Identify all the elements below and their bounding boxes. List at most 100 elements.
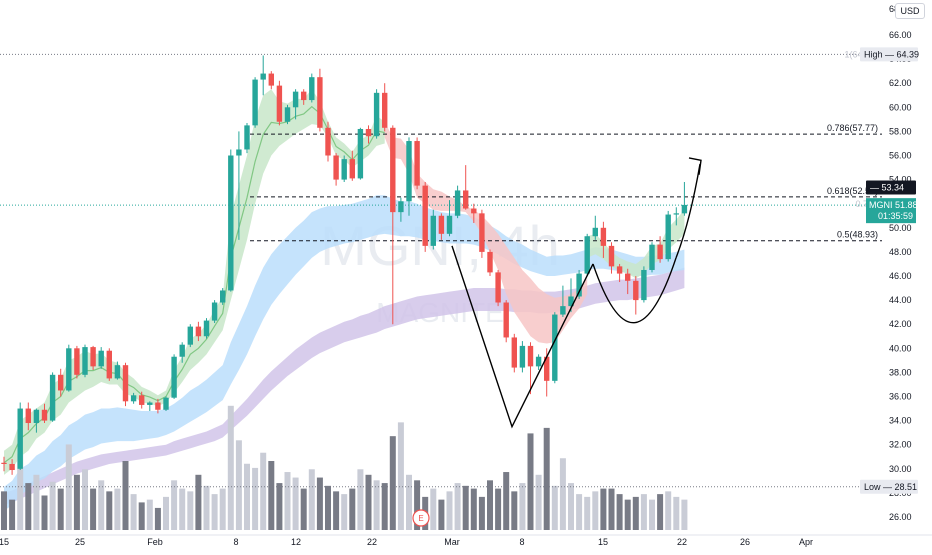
candle-body <box>633 280 639 301</box>
volume-bar <box>325 485 331 530</box>
time-tick-label: 22 <box>367 537 377 547</box>
volume-bar <box>535 474 542 530</box>
volume-bar <box>640 494 647 530</box>
price-axis[interactable]: 26.0028.0030.0032.0034.0036.0038.0040.00… <box>884 0 932 535</box>
volume-bar <box>203 485 210 530</box>
volume-bar <box>600 488 607 530</box>
volume-bar <box>57 488 64 530</box>
time-axis[interactable]: 15 25 Feb 8 12 22 Mar 8 15 22 26 Apr <box>0 534 932 550</box>
volume-bar <box>527 433 534 530</box>
last-price-tag-bg <box>866 198 916 224</box>
volume-bar <box>260 452 267 530</box>
candle-body <box>600 227 607 246</box>
candle-body <box>365 128 372 137</box>
v-pattern-line[interactable] <box>451 245 594 429</box>
volume-bar <box>487 480 493 530</box>
candle-body <box>511 337 517 368</box>
volume-bar <box>235 440 242 530</box>
candle-body <box>349 159 355 179</box>
volume-bar <box>171 480 178 530</box>
candle-body <box>657 244 663 260</box>
volume-bar <box>446 491 453 530</box>
candle-body <box>519 345 526 368</box>
candle-body <box>187 326 193 345</box>
candle-body <box>49 374 56 421</box>
candle-body <box>17 408 23 469</box>
price-tick-label: 66.00 <box>889 30 912 40</box>
volume-bar <box>300 488 307 530</box>
price-tick-label: 36.00 <box>889 392 912 402</box>
candle-body <box>390 127 396 213</box>
time-axis-bg <box>0 535 932 550</box>
candle-body <box>179 344 185 357</box>
candle-body <box>446 215 453 234</box>
volume-bar <box>576 494 583 530</box>
time-tick-label: 15 <box>0 537 9 547</box>
volume-bar <box>219 488 226 530</box>
candle-body <box>503 302 509 338</box>
candle-body <box>33 409 40 424</box>
ma-ribbons <box>3 89 685 511</box>
candle-body <box>90 347 96 367</box>
volume-bar <box>519 483 526 530</box>
candle-body <box>430 215 436 246</box>
fib-label: 0.618(52.57) <box>827 186 878 196</box>
volume-bar <box>649 499 655 530</box>
candle-body <box>292 91 299 108</box>
candle-body <box>220 290 226 303</box>
volume-bar <box>373 480 380 530</box>
price-tick-label: 44.00 <box>889 295 912 305</box>
low-tag-text: Low — 28.51 <box>864 482 917 492</box>
candle-body <box>608 245 615 267</box>
volume-bar <box>559 458 566 530</box>
volume-bar <box>462 485 469 530</box>
volume-bar <box>397 422 404 530</box>
candle-body <box>9 463 15 471</box>
price-tick-label: 34.00 <box>889 416 912 426</box>
volume-bar <box>454 483 461 530</box>
volume-bar <box>252 467 259 530</box>
candle-body <box>535 356 542 367</box>
candle-body <box>560 306 566 315</box>
candle-body <box>681 204 688 214</box>
volume-bar <box>381 483 388 530</box>
volume-bar <box>114 488 121 530</box>
candle-body <box>665 214 671 260</box>
candle-body <box>203 320 210 337</box>
time-tick-label: 8 <box>233 537 238 547</box>
volume-bar <box>195 474 202 530</box>
volume-bar <box>333 491 340 530</box>
candle-body <box>195 326 202 337</box>
time-tick-label: 12 <box>291 537 301 547</box>
volume-bar <box>187 491 194 530</box>
candle-body <box>163 397 169 410</box>
earnings-marker[interactable]: E <box>412 509 430 527</box>
drawn-pattern[interactable] <box>451 157 702 429</box>
candle-body <box>406 141 412 202</box>
volume-bar <box>154 507 161 530</box>
arrow-path[interactable] <box>675 163 701 259</box>
volume-bar <box>665 491 672 530</box>
candle-body <box>82 347 88 375</box>
ribbon-red <box>384 121 588 344</box>
volume-bar <box>211 494 218 530</box>
candle-body <box>171 356 177 398</box>
fib-label: 0.5(48.93) <box>837 230 878 240</box>
low-tag-bg <box>860 479 918 494</box>
volume-bar <box>49 481 56 530</box>
time-tick-label: 26 <box>740 537 750 547</box>
currency-button[interactable]: USD <box>895 3 925 19</box>
cup-pattern-curve[interactable] <box>592 257 677 324</box>
time-tick-label: Apr <box>799 537 813 547</box>
candle-body <box>641 269 647 301</box>
candle-body <box>244 125 250 150</box>
volume-bar <box>495 488 502 530</box>
candle-body <box>211 302 218 321</box>
price-tick-label: 48.00 <box>889 247 912 257</box>
candle-body <box>309 77 315 101</box>
volume-bar <box>98 480 105 530</box>
price-tick-label: 54.00 <box>889 175 912 185</box>
volume-bar <box>9 499 16 530</box>
